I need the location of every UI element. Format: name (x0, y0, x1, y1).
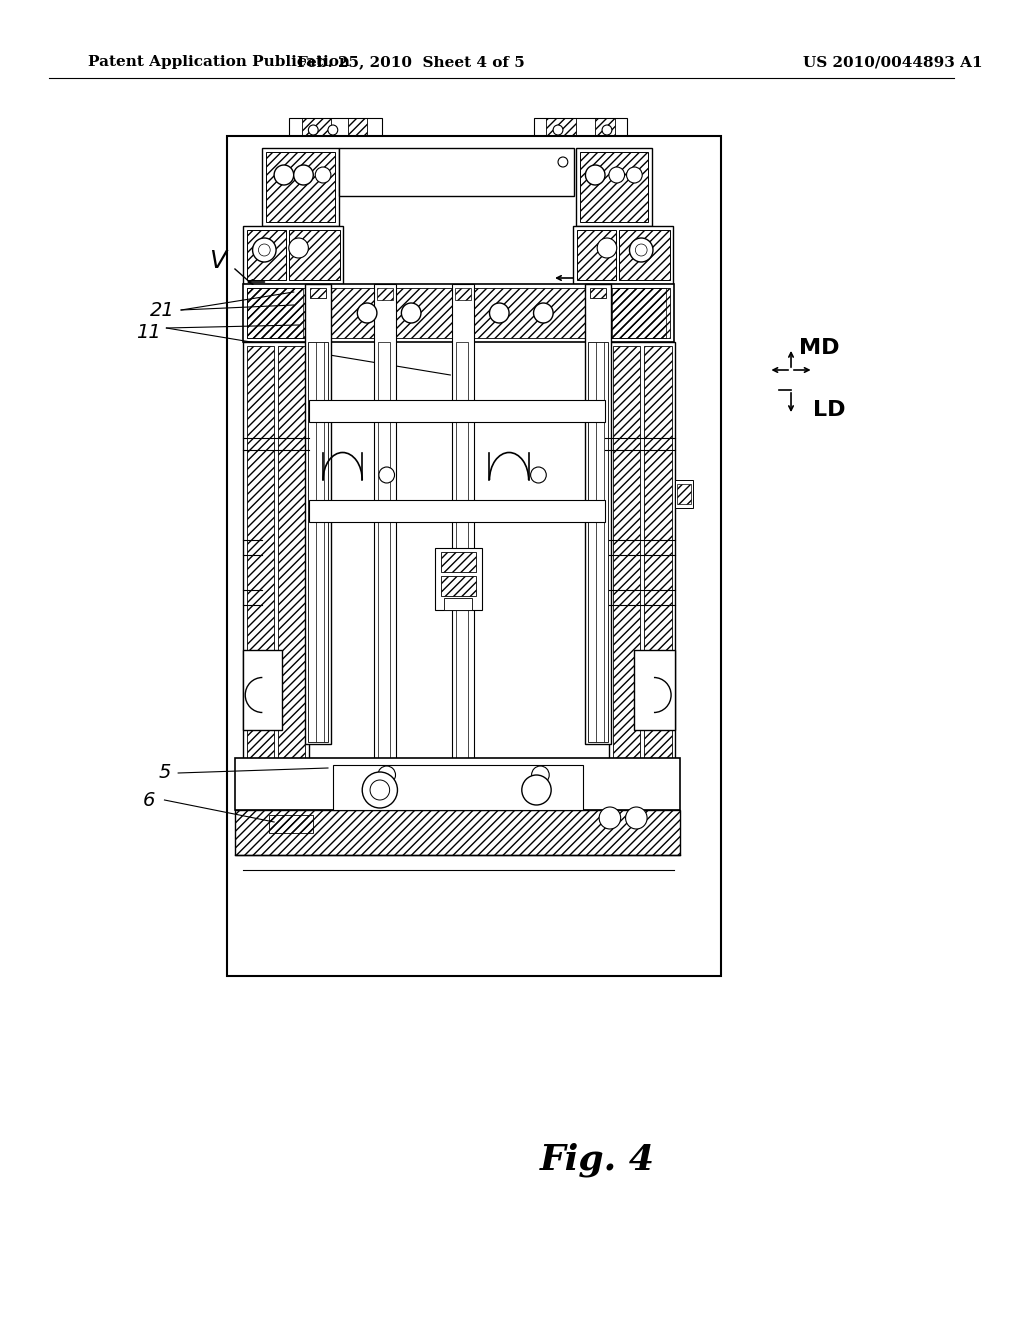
Circle shape (362, 772, 397, 808)
Bar (227, 136, 721, 975)
Circle shape (401, 304, 421, 323)
Bar (434, 548, 481, 610)
Bar (243, 284, 674, 342)
Bar (444, 598, 472, 610)
Bar (247, 230, 286, 280)
Circle shape (534, 304, 553, 323)
Bar (279, 346, 305, 758)
Text: 21: 21 (151, 301, 175, 319)
Circle shape (315, 168, 331, 183)
Bar (612, 288, 666, 338)
Circle shape (609, 168, 625, 183)
Circle shape (357, 304, 377, 323)
Circle shape (626, 807, 647, 829)
Circle shape (530, 467, 546, 483)
Circle shape (586, 165, 605, 185)
Bar (289, 117, 382, 136)
Bar (308, 342, 328, 742)
Circle shape (553, 125, 563, 135)
Circle shape (602, 125, 612, 135)
Bar (339, 148, 573, 195)
Text: 5: 5 (159, 763, 171, 783)
Bar (577, 230, 615, 280)
Bar (247, 346, 274, 758)
Bar (609, 342, 676, 762)
Bar (457, 342, 468, 784)
Bar (301, 117, 331, 136)
Text: V: V (209, 249, 226, 273)
Bar (234, 758, 680, 810)
Bar (247, 288, 303, 338)
Bar (262, 148, 339, 226)
Text: Feb. 25, 2010  Sheet 4 of 5: Feb. 25, 2010 Sheet 4 of 5 (297, 55, 525, 69)
Bar (618, 230, 670, 280)
Bar (243, 342, 309, 762)
Text: MD: MD (799, 338, 840, 358)
Bar (347, 117, 368, 136)
Bar (589, 342, 608, 742)
Bar (266, 152, 335, 222)
Bar (580, 152, 648, 222)
Bar (269, 814, 313, 833)
Circle shape (635, 244, 647, 256)
Bar (595, 117, 614, 136)
Bar (635, 649, 676, 730)
Bar (289, 230, 340, 280)
Bar (676, 480, 693, 508)
Bar (546, 117, 575, 136)
Circle shape (522, 775, 551, 805)
Circle shape (630, 238, 653, 261)
Circle shape (328, 125, 338, 135)
Bar (534, 117, 627, 136)
Circle shape (558, 157, 568, 168)
Bar (374, 284, 395, 784)
Circle shape (274, 165, 294, 185)
Bar (309, 400, 605, 422)
Bar (305, 284, 331, 744)
Text: Patent Application Publication: Patent Application Publication (88, 55, 350, 69)
Circle shape (253, 238, 276, 261)
Circle shape (597, 238, 616, 257)
Bar (377, 288, 392, 300)
Circle shape (531, 766, 549, 784)
Bar (590, 288, 606, 298)
Bar (596, 342, 604, 742)
Circle shape (294, 165, 313, 185)
Bar (309, 500, 605, 521)
Bar (678, 484, 691, 504)
Circle shape (370, 780, 390, 800)
Bar (453, 284, 474, 784)
Circle shape (489, 304, 509, 323)
Bar (644, 346, 672, 758)
Circle shape (378, 766, 395, 784)
Text: Fig. 4: Fig. 4 (540, 1143, 654, 1177)
Circle shape (599, 807, 621, 829)
Bar (440, 552, 476, 572)
Circle shape (258, 244, 270, 256)
Bar (243, 226, 343, 284)
Text: LD: LD (813, 400, 845, 420)
Bar (234, 810, 680, 855)
Bar (316, 342, 324, 742)
Text: 11: 11 (136, 322, 161, 342)
Bar (612, 346, 640, 758)
Bar (243, 649, 282, 730)
Text: US 2010/0044893 A1: US 2010/0044893 A1 (803, 55, 982, 69)
Bar (378, 342, 390, 784)
Bar (440, 576, 476, 597)
Circle shape (308, 125, 318, 135)
Bar (586, 284, 611, 744)
Circle shape (379, 467, 394, 483)
Text: 6: 6 (142, 791, 155, 809)
Bar (310, 288, 326, 298)
Bar (333, 766, 584, 810)
Circle shape (627, 168, 642, 183)
Circle shape (289, 238, 308, 257)
Bar (572, 226, 673, 284)
Bar (247, 288, 670, 338)
Bar (456, 288, 471, 300)
Bar (575, 148, 652, 226)
